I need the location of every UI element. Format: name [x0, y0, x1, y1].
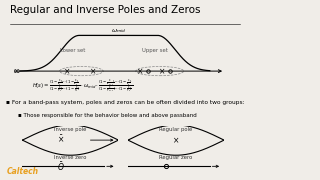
Text: $\bar{O}$: $\bar{O}$: [57, 160, 65, 173]
Text: $\times$: $\times$: [62, 66, 70, 76]
Text: $H(s) = \frac{(1-\frac{s}{z_1})\cdots(1-\frac{s}{z_k})}{(1-\frac{s}{p_1})\cdots(: $H(s) = \frac{(1-\frac{s}{z_1})\cdots(1-…: [32, 78, 133, 95]
Text: Inverse zero: Inverse zero: [54, 155, 87, 160]
Text: $\times$: $\times$: [89, 66, 96, 76]
Text: Regular and Inverse Poles and Zeros: Regular and Inverse Poles and Zeros: [10, 5, 200, 15]
Text: Upper set: Upper set: [142, 48, 168, 53]
Text: $\times$: $\times$: [172, 135, 180, 145]
Text: $\times$: $\times$: [158, 66, 165, 76]
Text: Inverse pole: Inverse pole: [54, 127, 87, 132]
Text: $\omega_{mid}$: $\omega_{mid}$: [111, 27, 126, 35]
Text: $\infty$: $\infty$: [12, 67, 20, 76]
Text: $\times$: $\times$: [137, 66, 144, 76]
Text: ▪ Those responsible for the behavior below and above passband: ▪ Those responsible for the behavior bel…: [18, 112, 196, 118]
Text: $\bar{\times}$: $\bar{\times}$: [57, 134, 64, 146]
Text: Caltech: Caltech: [6, 167, 38, 176]
Text: Regular zero: Regular zero: [159, 155, 193, 160]
Text: Lower set: Lower set: [60, 48, 85, 53]
Text: ▪ For a band-pass system, poles and zeros can be often divided into two groups:: ▪ For a band-pass system, poles and zero…: [6, 100, 245, 105]
Text: Regular pole: Regular pole: [159, 127, 193, 132]
